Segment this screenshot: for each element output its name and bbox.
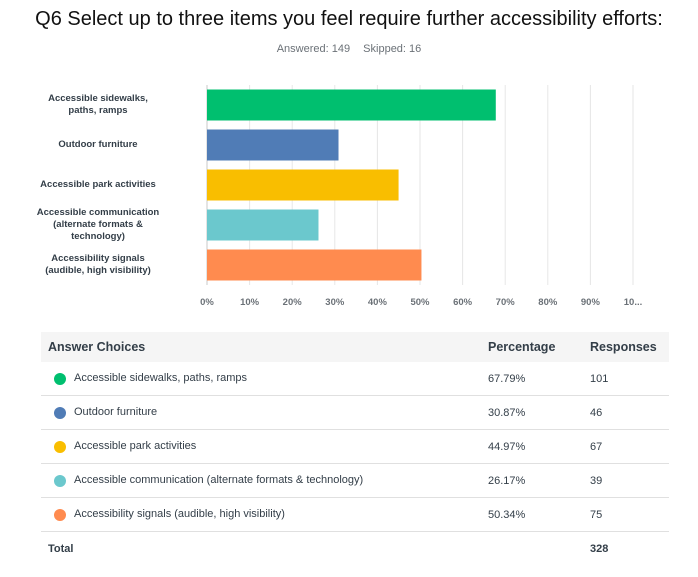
response-summary: Answered: 149 Skipped: 16 (0, 43, 698, 55)
header-percentage: Percentage (481, 332, 583, 362)
table-row: Accessibility signals (audible, high vis… (41, 497, 669, 532)
percentage-cell: 30.87% (481, 395, 583, 430)
question-title: Q6 Select up to three items you feel req… (35, 8, 663, 30)
table-header-row: Answer Choices Percentage Responses (41, 332, 669, 362)
responses-cell: 67 (583, 429, 669, 464)
category-label: Accessible communication (alternate forma… (36, 207, 160, 242)
answer-table: Answer Choices Percentage Responses Acce… (41, 332, 669, 566)
percentage-cell: 50.34% (481, 497, 583, 532)
bar[interactable] (207, 169, 399, 201)
bar-chart-plot (206, 85, 634, 285)
x-tick-label: 40% (367, 297, 387, 308)
category-label: Accessible park activities (40, 179, 156, 190)
responses-cell: 46 (583, 395, 669, 430)
percentage-cell: 67.79% (481, 362, 583, 396)
x-tick-label: 10... (623, 297, 643, 308)
choice-label: Accessible park activities (74, 440, 197, 453)
header-responses: Responses (583, 332, 669, 362)
choice-cell: Outdoor furniture (41, 395, 481, 430)
choice-label: Accessibility signals (audible, high vis… (74, 508, 285, 521)
total-percentage-cell (481, 532, 583, 567)
x-tick-label: 70% (495, 297, 515, 308)
total-row: Total 328 (41, 532, 669, 567)
responses-cell: 39 (583, 463, 669, 498)
choice-label: Outdoor furniture (74, 406, 158, 419)
bar[interactable] (207, 249, 422, 281)
table-row: Outdoor furniture 30.87% 46 (41, 395, 669, 430)
answered-count: Answered: 149 (276, 43, 351, 55)
x-tick-label: 30% (325, 297, 345, 308)
x-tick-label: 0% (200, 297, 214, 308)
total-label: Total (48, 543, 74, 555)
choice-label: Accessible communication (alternate form… (74, 474, 364, 487)
color-dot (54, 440, 66, 453)
choice-cell: Accessible communication (alternate form… (41, 463, 481, 498)
x-tick-label: 90% (580, 297, 600, 308)
color-dot (54, 406, 66, 419)
color-dot (54, 372, 66, 385)
bar-chart: 0% 10% 20% 30% 40% 50% 60% 70% 80% 90% 10... Access… (0, 80, 698, 315)
choice-cell: Accessible park activities (41, 429, 481, 464)
bar[interactable] (207, 89, 496, 121)
color-dot (54, 474, 66, 487)
header-answer-choices: Answer Choices (41, 332, 481, 362)
x-tick-label: 60% (453, 297, 473, 308)
responses-cell: 101 (583, 362, 669, 396)
bar[interactable] (207, 129, 339, 161)
table-row: Accessible park activities 44.97% 67 (41, 429, 669, 464)
table-row: Accessible communication (alternate form… (41, 463, 669, 498)
choice-cell: Accessible sidewalks, paths, ramps (41, 362, 481, 396)
color-dot (54, 508, 66, 521)
category-label: Accessibility signals (audible, high visi… (45, 253, 151, 276)
choice-cell: Accessibility signals (audible, high vis… (41, 497, 481, 532)
category-label: Accessible sidewalks, paths, ramps (48, 93, 148, 116)
bar[interactable] (207, 209, 319, 241)
choice-label: Accessible sidewalks, paths, ramps (74, 372, 248, 385)
responses-cell: 75 (583, 497, 669, 532)
x-tick-label: 10% (240, 297, 260, 308)
x-tick-label: 20% (282, 297, 302, 308)
table-row: Accessible sidewalks, paths, ramps 67.79… (41, 362, 669, 396)
x-tick-label: 50% (410, 297, 430, 308)
x-tick-label: 80% (538, 297, 558, 308)
skipped-count: Skipped: 16 (363, 43, 422, 55)
total-value: 328 (590, 543, 609, 555)
category-label: Outdoor furniture (58, 139, 138, 150)
percentage-cell: 26.17% (481, 463, 583, 498)
percentage-cell: 44.97% (481, 429, 583, 464)
